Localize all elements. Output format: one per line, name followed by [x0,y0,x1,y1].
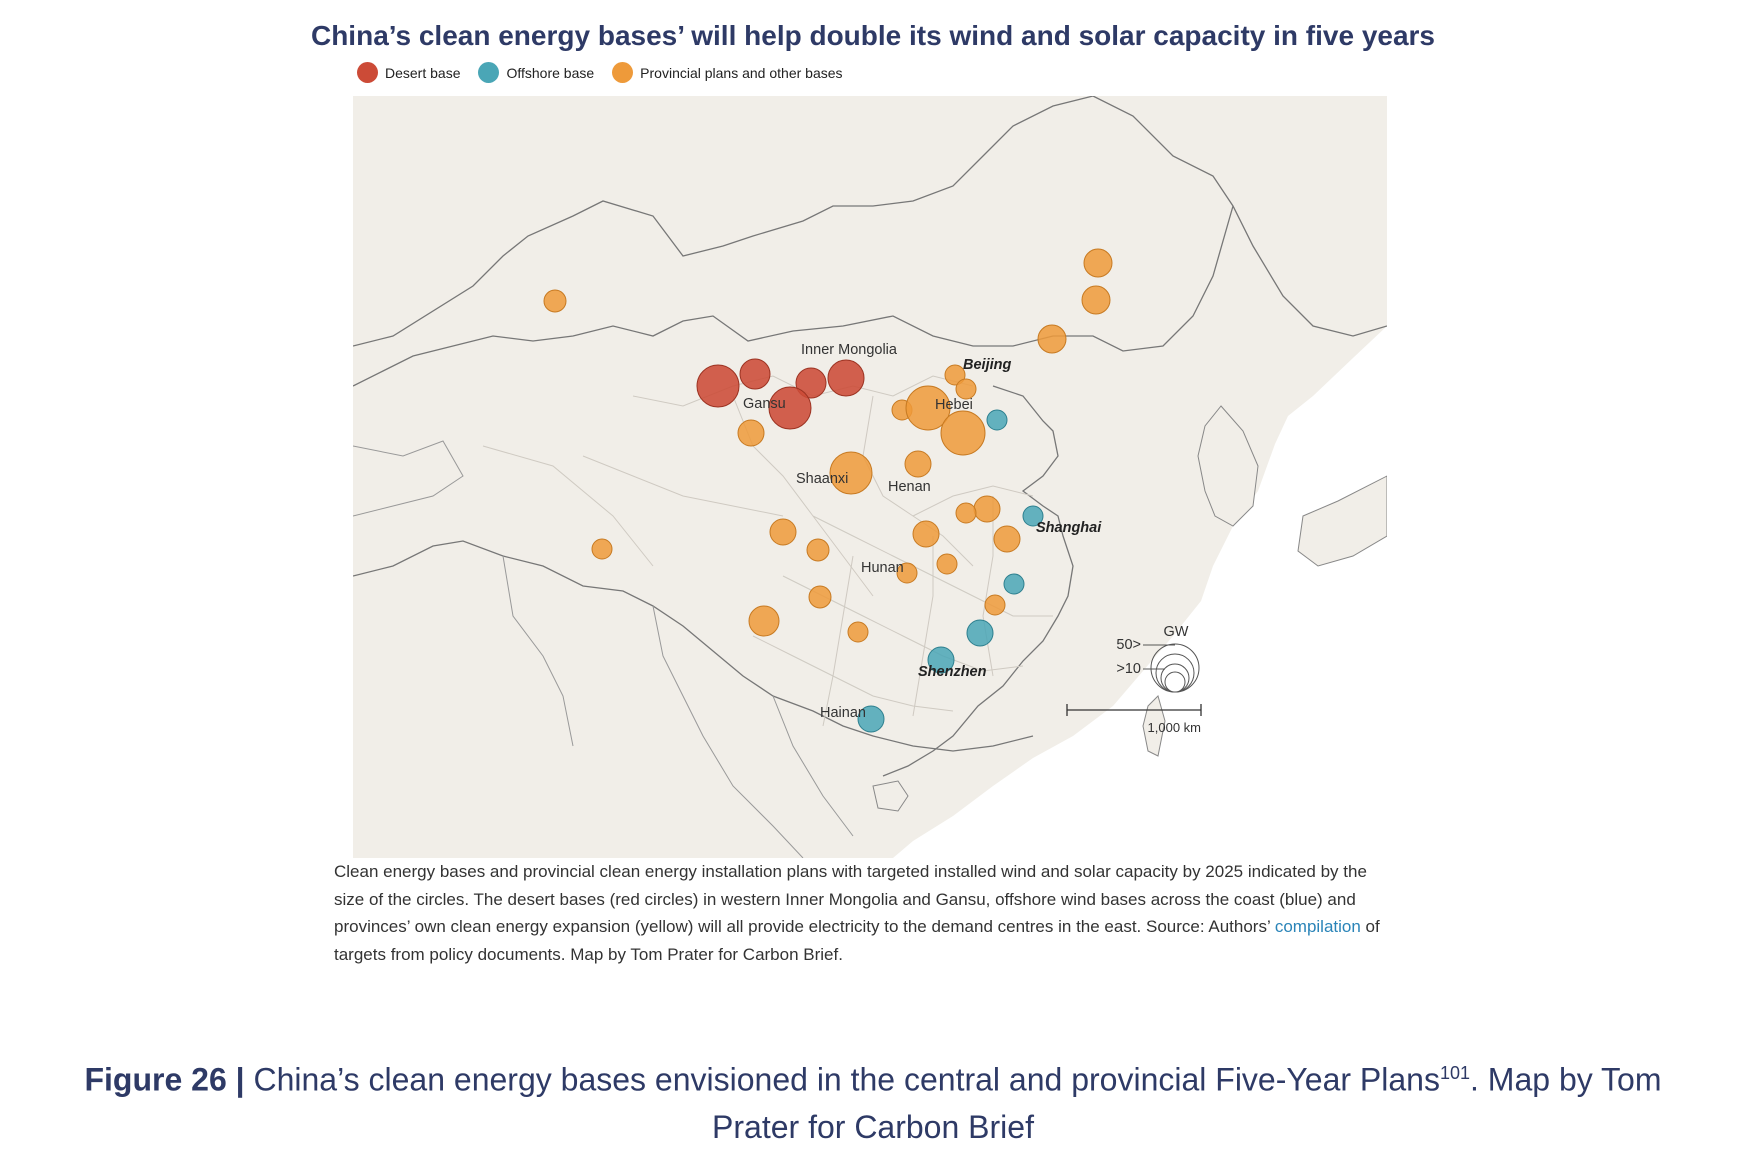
provincial-bubble [806,538,830,562]
provincial-bubble [936,553,958,575]
size-legend-small: >10 [1116,661,1141,677]
figure-text-after: . Map by Tom Prater for Carbon Brief [712,1061,1662,1145]
provincial-bubble [591,538,613,560]
southern-border [353,540,1034,752]
figure-label: Figure 26 | [84,1061,245,1098]
label-hunan: Hunan [861,560,904,576]
offshore-bubble [927,646,955,674]
legend-offshore-label: Offshore base [506,64,595,81]
neighbor-borders [353,440,854,858]
provincial-bubble [737,419,765,447]
label-henan: Henan [888,479,931,495]
provincial-bubble [905,385,951,431]
label-shenzhen: Shenzhen [918,664,987,680]
scale-label: 1,000 km [1148,720,1201,735]
provincial-bubble [1081,285,1111,315]
desert-bubble [696,364,740,408]
hainan-land [872,780,909,812]
caption-text-after: of targets from policy documents. Map by… [334,917,1380,964]
size-legend: GW 50> >10 [1116,624,1200,693]
provincial-bubble [1083,248,1113,278]
korea-land [1197,405,1259,527]
offshore-bubble [1003,573,1025,595]
label-shaanxi: Shaanxi [796,471,848,487]
offshore-bubble [857,705,885,733]
desert-dot-icon [357,62,378,83]
japan-land [1297,475,1387,567]
desert-bubble [827,359,865,397]
size-legend-unit: GW [1164,624,1189,640]
provincial-bubble [543,289,567,313]
provincial-bubble [955,378,977,400]
provincial-bubble [940,410,986,456]
label-hebei: Hebei [935,397,973,413]
provincial-bubble [896,562,918,584]
map-legend: Desert base Offshore base Provincial pla… [357,62,843,83]
provincial-dot-icon [612,62,634,83]
desert-bubble [739,358,771,390]
label-shanghai: Shanghai [1036,520,1102,536]
provincial-bubble [1037,324,1067,354]
desert-bubble [795,367,827,399]
provincial-bubble [829,451,873,495]
label-hainan: Hainan [820,705,866,721]
offshore-bubble [966,619,994,647]
legend-desert-label: Desert base [385,64,461,81]
provincial-bubble [984,594,1006,616]
offshore-bubble [986,409,1008,431]
desert-bubble [768,386,812,430]
provincial-bubble [904,450,932,478]
legend-provincial-label: Provincial plans and other bases [640,64,843,81]
provincial-bubble [955,502,977,524]
figure-footnote[interactable]: 101 [1439,1063,1471,1083]
china-border [353,96,1387,387]
legend-desert: Desert base [357,62,460,83]
label-beijing: Beijing [963,357,1011,373]
label-inner-mongolia: Inner Mongolia [801,342,898,358]
provincial-bubble [748,605,780,637]
provincial-bubble [944,364,966,386]
offshore-dot-icon [478,62,500,83]
map-svg: Inner Mongolia Beijing Gansu Hebei Shaan… [353,96,1387,858]
province-boundaries [482,375,1053,727]
map-caption: Clean energy bases and provincial clean … [334,858,1394,968]
legend-offshore: Offshore base [478,62,594,83]
provincial-bubble [769,518,797,546]
figure-text: China’s clean energy bases envisioned in… [244,1061,1440,1098]
provincial-bubble [808,585,832,609]
desert-bubbles [696,358,865,430]
taiwan-land [1142,695,1166,757]
coastline [882,385,1074,777]
provincial-bubbles [543,248,1113,643]
size-legend-large: 50> [1116,637,1141,653]
china-map: Inner Mongolia Beijing Gansu Hebei Shaan… [353,96,1387,858]
scale-bar: 1,000 km [1066,704,1202,735]
legend-provincial: Provincial plans and other bases [612,62,843,83]
map-title: China’s clean energy bases’ will help do… [310,20,1436,51]
compilation-link[interactable]: compilation [1274,917,1361,936]
provincial-bubble [912,520,940,548]
provincial-bubble [847,621,869,643]
offshore-bubble [1022,505,1044,527]
offshore-bubbles [857,409,1044,733]
provincial-bubble [973,495,1001,523]
label-gansu: Gansu [743,396,786,412]
provincial-bubble [993,525,1021,553]
caption-text: Clean energy bases and provincial clean … [334,862,1367,936]
figure-caption: Figure 26 | China’s clean energy bases e… [60,1050,1686,1151]
